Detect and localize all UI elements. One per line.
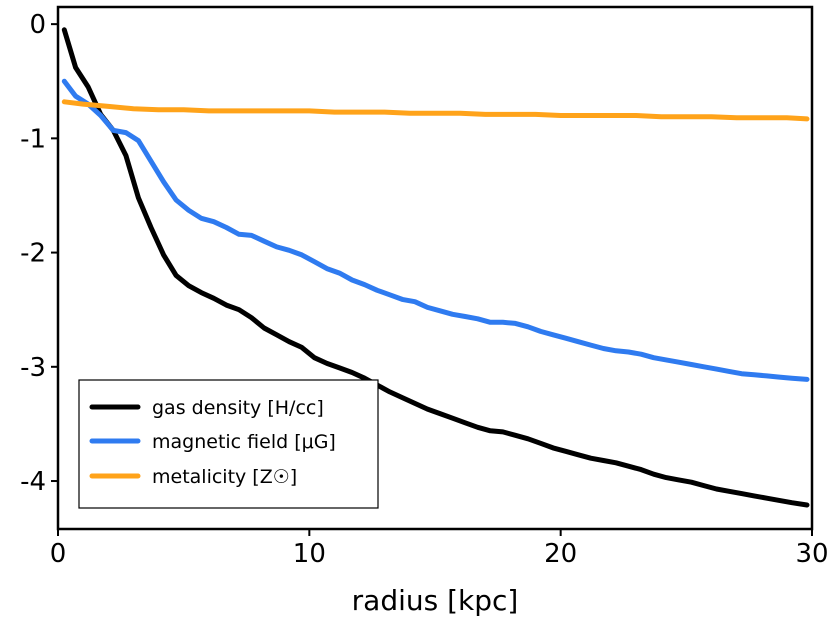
- x-tick-label: 0: [50, 539, 67, 569]
- series-line-2: [61, 99, 810, 122]
- legend: gas density [H/cc] magnetic field [μG] met…: [78, 379, 379, 509]
- legend-frame: [78, 379, 379, 509]
- x-tick-label: 20: [544, 539, 577, 569]
- y-tick-label: -2: [20, 239, 46, 269]
- plot-frame: [56, 5, 814, 531]
- legend-label-1: magnetic field [μG]: [152, 431, 336, 453]
- y-tick-label: -4: [20, 467, 46, 497]
- x-tick-label: 30: [795, 539, 828, 569]
- legend-label-0: gas density [H/cc]: [152, 397, 324, 419]
- series-line-1: [61, 78, 810, 382]
- x-tick-label: 10: [293, 539, 326, 569]
- y-ticks: 0 -1 -2 -3 -4: [20, 10, 58, 497]
- x-ticks: 0 10 20 30: [50, 529, 829, 569]
- y-tick-label: -1: [20, 124, 46, 154]
- series-line-0: [61, 27, 810, 508]
- y-tick-label: 0: [29, 10, 46, 40]
- x-axis-label: radius [kpc]: [352, 584, 519, 617]
- y-tick-label: -3: [20, 353, 46, 383]
- legend-label-2: metalicity [Z☉]: [152, 466, 297, 488]
- series-layer: [61, 27, 810, 508]
